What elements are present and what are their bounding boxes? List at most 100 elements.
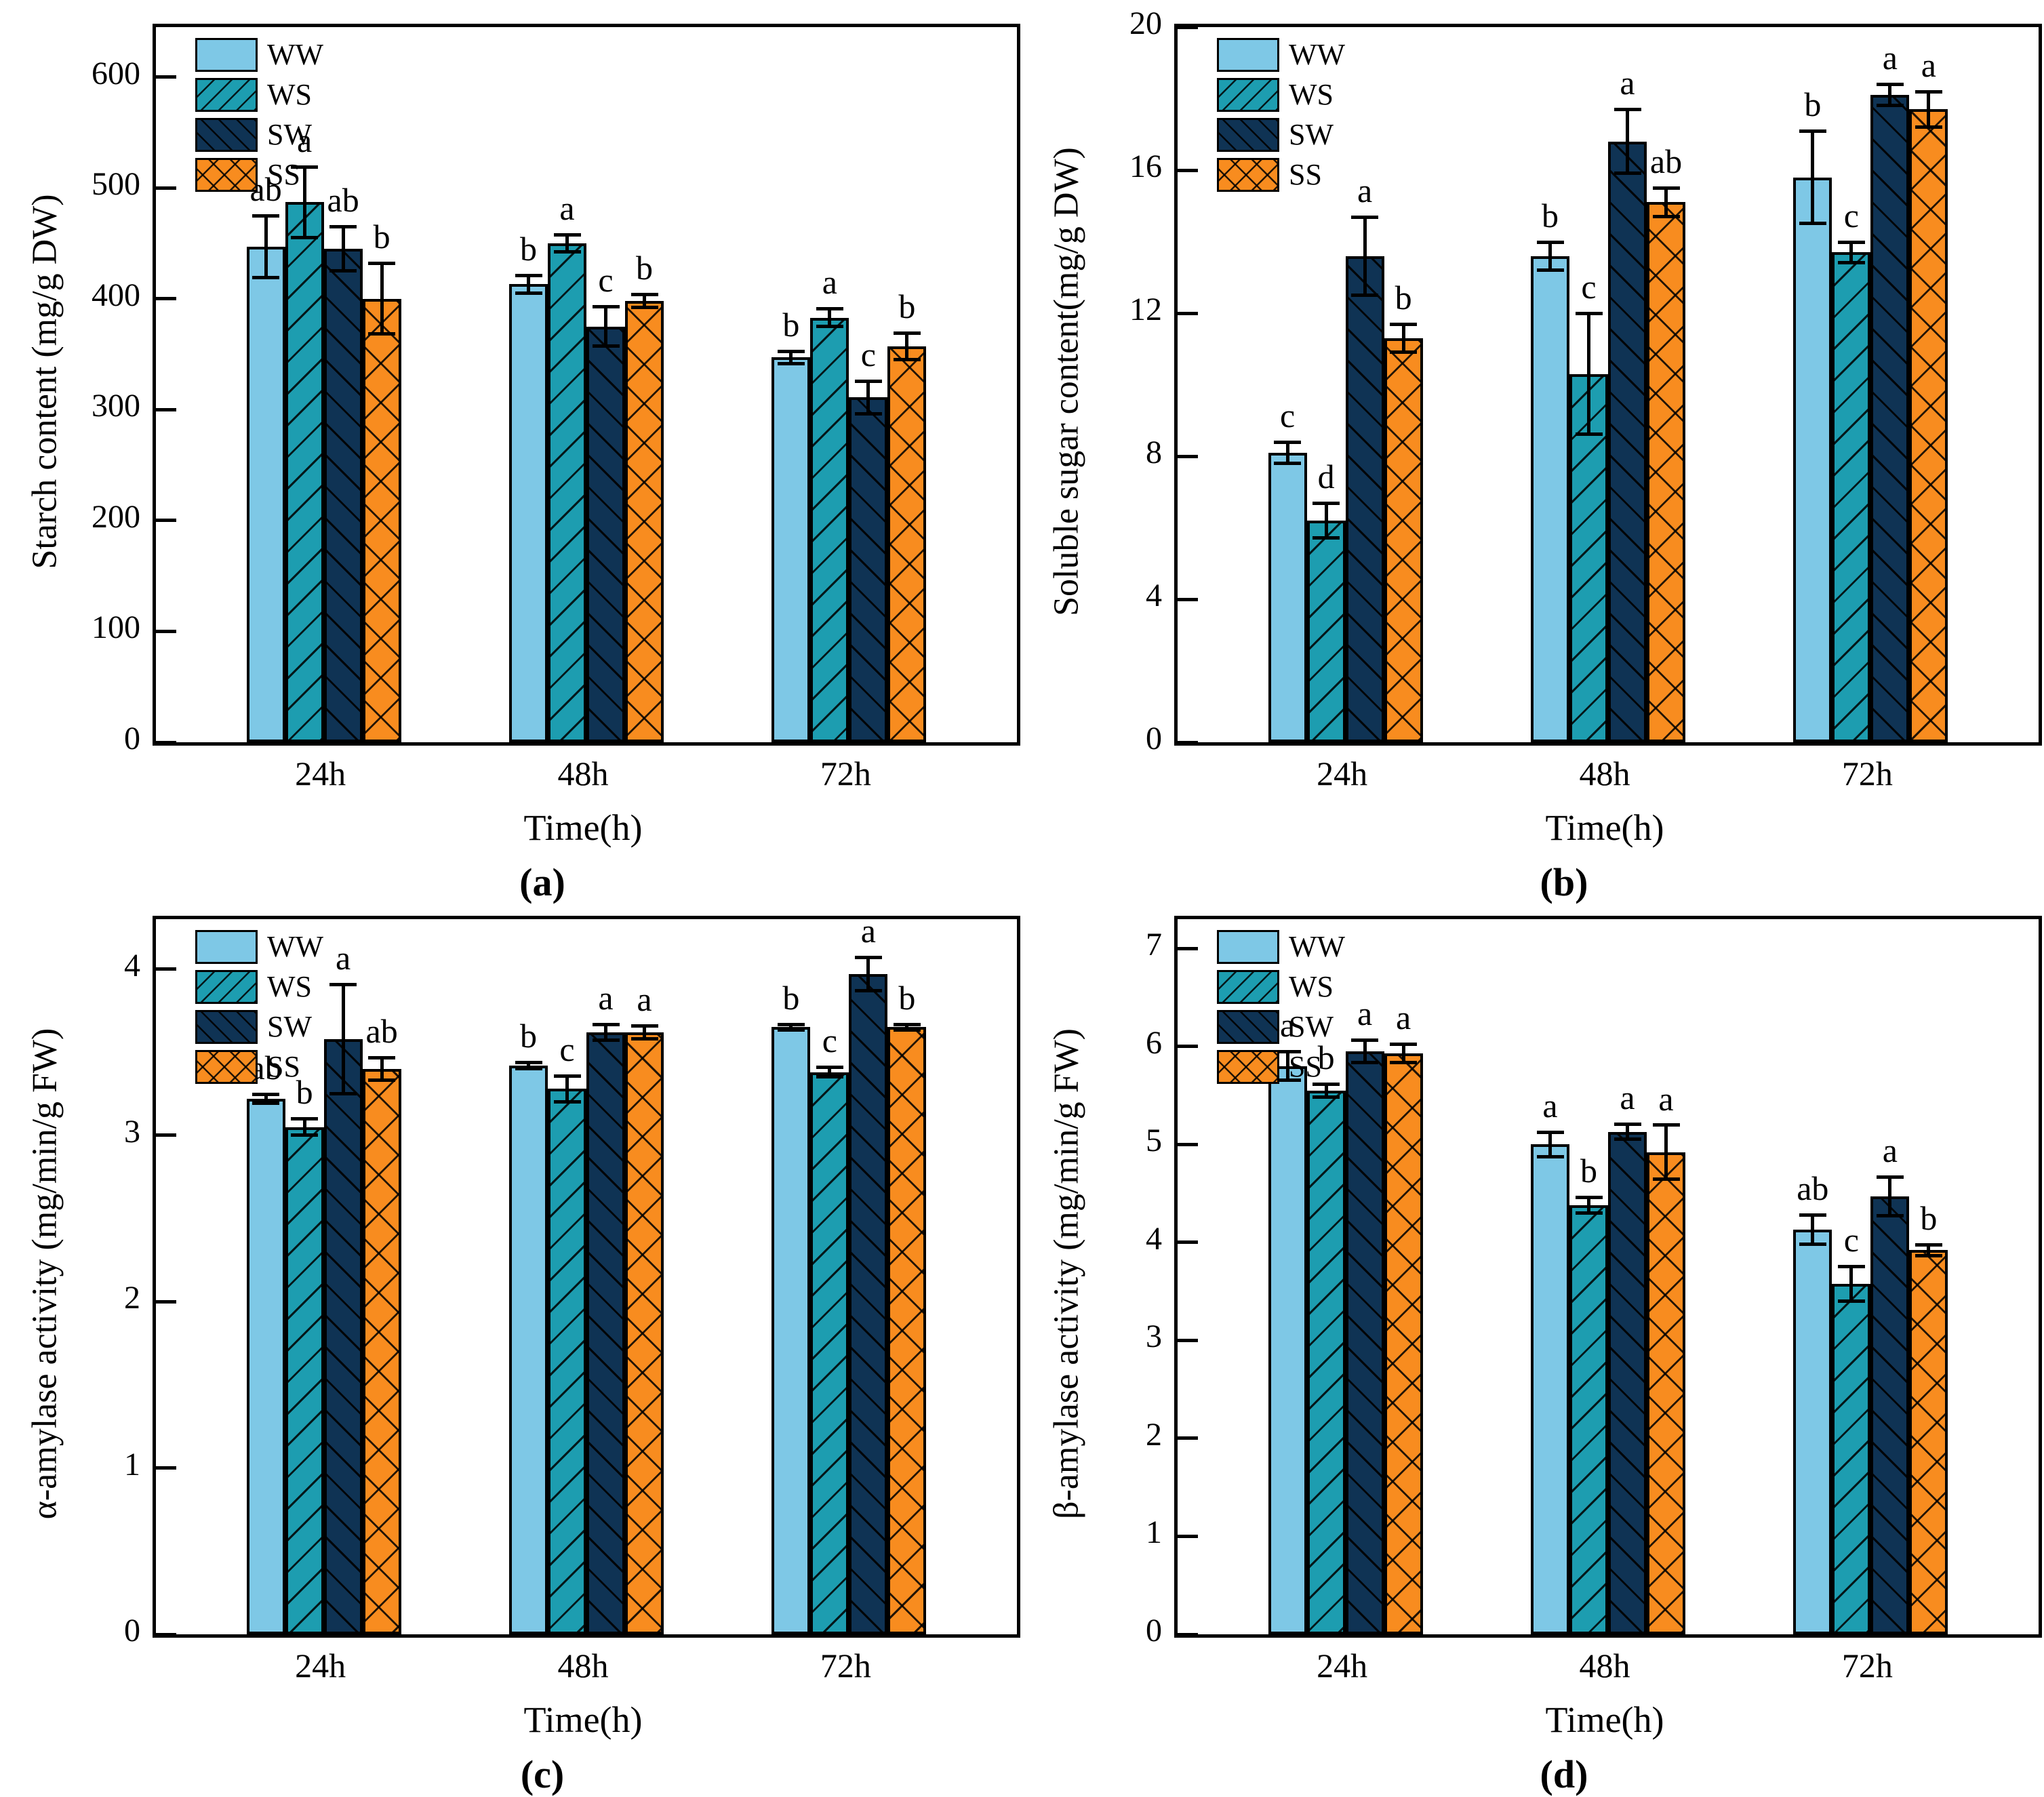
error-bar-cap: [1614, 171, 1641, 176]
error-bar-cap: [854, 411, 882, 416]
error-bar-cap: [893, 1028, 921, 1032]
bar-SS-24h: [362, 298, 401, 742]
legend-label: WW: [1289, 38, 1346, 71]
bar-WS-48h: [548, 243, 586, 742]
panel-letter: (c): [520, 1752, 565, 1796]
legend-item-WW: WW: [1217, 38, 1345, 72]
error-bar: [380, 1057, 384, 1081]
y-tick: [1178, 454, 1198, 458]
legend-item-WS: WS: [1217, 78, 1345, 112]
bar-SW-72h: [1870, 1196, 1910, 1634]
y-tick: [1178, 1142, 1198, 1146]
y-tick: [156, 186, 176, 190]
x-tick-label: 48h: [1579, 754, 1630, 792]
x-tick-label: 72h: [820, 754, 871, 792]
error-bar-cap: [252, 275, 280, 279]
bar-SS-72h: [887, 346, 927, 742]
error-bar-cap: [893, 331, 921, 336]
legend-item-WW: WW: [195, 38, 323, 72]
y-axis-label: α-amylase activity (mg/min/g FW): [25, 1028, 64, 1519]
plot-area: ab b a ab b c a a b c a b WW WS SW SS: [153, 914, 1020, 1638]
error-bar: [1626, 109, 1629, 174]
significance-letter: a: [1357, 171, 1373, 209]
error-bar: [1324, 1083, 1328, 1097]
y-tick: [1178, 1632, 1198, 1636]
significance-letter: c: [1843, 1220, 1859, 1259]
legend-swatch-WW: [195, 930, 258, 964]
error-bar-cap: [1799, 1242, 1826, 1246]
error-bar: [643, 1026, 646, 1039]
legend-swatch-SS: [195, 158, 258, 192]
y-tick: [156, 1632, 176, 1636]
panel-letter: (a): [519, 860, 565, 904]
error-bar: [1401, 1043, 1405, 1064]
error-bar-cap: [854, 379, 882, 383]
y-tick: [156, 519, 176, 523]
error-bar-cap: [1575, 1211, 1603, 1215]
bar-WW-48h: [1531, 1144, 1569, 1634]
error-bar: [1285, 1051, 1289, 1081]
bar-WW-72h: [771, 1027, 811, 1634]
error-bar-cap: [252, 1092, 280, 1096]
significance-letter: d: [1317, 457, 1335, 496]
y-tick-label: 400: [92, 277, 140, 313]
error-bar-cap: [1390, 322, 1418, 326]
bar-WW-72h: [771, 357, 811, 742]
significance-letter: b: [1317, 1038, 1335, 1076]
error-bar: [1664, 188, 1668, 217]
y-tick: [156, 740, 176, 744]
y-tick: [1178, 1534, 1198, 1538]
error-bar-cap: [816, 1066, 843, 1070]
significance-letter: b: [636, 249, 653, 287]
legend-swatch-WW: [1217, 930, 1279, 964]
significance-letter: b: [898, 978, 916, 1017]
error-bar-cap: [893, 1022, 921, 1026]
error-bar: [527, 275, 530, 294]
error-bar-cap: [1652, 186, 1680, 190]
legend-label: SS: [1289, 1050, 1322, 1083]
error-bar-cap: [777, 349, 805, 353]
error-bar: [264, 1093, 268, 1104]
legend-label: WW: [267, 930, 324, 963]
significance-letter: a: [1280, 1006, 1296, 1045]
significance-letter: a: [598, 978, 614, 1017]
error-bar: [866, 380, 870, 414]
error-bar: [866, 957, 870, 991]
error-bar-cap: [1575, 312, 1603, 315]
legend: WW WS SW SS: [195, 930, 323, 1090]
error-bar-cap: [252, 214, 280, 218]
significance-letter: a: [637, 980, 652, 1019]
legend-item-WW: WW: [1217, 930, 1345, 964]
error-bar-cap: [630, 293, 658, 297]
y-tick-label: 500: [92, 166, 140, 203]
y-tick-label: 16: [1129, 148, 1162, 184]
y-tick-label: 600: [92, 55, 140, 92]
plot-area: ab a ab b b a c b b a c b WW WS SW SS: [153, 24, 1020, 746]
y-tick-label: 2: [124, 1280, 140, 1316]
panel-c: α-amylase activity (mg/min/g FW) ab b a ab b c…: [0, 892, 1022, 1796]
bar-WW-48h: [1531, 256, 1569, 742]
significance-letter: ab: [327, 181, 359, 220]
significance-letter: b: [898, 287, 916, 326]
error-bar-cap: [329, 225, 357, 229]
significance-letter: c: [559, 1030, 575, 1068]
bar-WW-48h: [509, 284, 548, 742]
panel-letter: (b): [1540, 860, 1588, 904]
y-tick: [1178, 1240, 1198, 1245]
significance-letter: b: [520, 230, 537, 268]
significance-letter: a: [1620, 1078, 1635, 1117]
error-bar: [1811, 130, 1815, 224]
bar-WS-24h: [285, 202, 324, 742]
error-bar-cap: [368, 1055, 396, 1059]
error-bar: [1363, 216, 1367, 296]
legend-item-SW: SW: [1217, 118, 1345, 152]
error-bar-cap: [1652, 1177, 1680, 1182]
legend-label: SS: [267, 158, 300, 191]
error-bar-cap: [515, 291, 542, 295]
significance-letter: c: [1843, 196, 1859, 235]
error-bar-cap: [553, 250, 581, 254]
significance-letter: ab: [365, 1011, 398, 1050]
significance-letter: a: [336, 938, 351, 977]
error-bar-cap: [1614, 1137, 1641, 1142]
significance-letter: b: [1542, 196, 1559, 235]
